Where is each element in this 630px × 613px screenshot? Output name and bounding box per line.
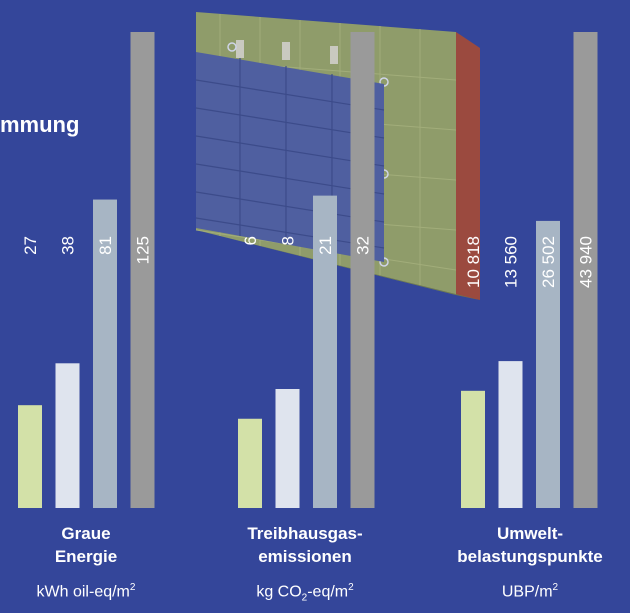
bar-0-3 — [130, 32, 155, 508]
value-label-1-1: 8 — [279, 236, 298, 245]
unit-sup: 2 — [348, 582, 354, 593]
group-unit-umwelt: UBP/m2 — [450, 582, 610, 601]
group-title-line2: Energie — [54, 547, 118, 566]
value-label-2-1: 13 560 — [502, 236, 521, 288]
wall-illustration — [195, 12, 480, 300]
value-labels-layer: 27 38 81 125 6 8 21 32 10 818 13 560 26 502 43 940 — [21, 236, 596, 288]
heading-fragment: mmung — [0, 112, 80, 137]
bar-2-0 — [461, 390, 485, 508]
group-title-line2: emissionen — [258, 547, 352, 566]
bar-0-2 — [93, 199, 117, 508]
bar-1-3 — [350, 32, 375, 508]
value-label-1-2: 21 — [316, 236, 335, 255]
value-label-2-2: 26 502 — [539, 236, 558, 288]
bars-layer — [18, 32, 598, 508]
value-label-0-2: 81 — [96, 236, 115, 255]
value-label-1-0: 6 — [241, 236, 260, 245]
group-title-line1: Graue — [61, 524, 111, 543]
bar-2-1 — [498, 361, 523, 508]
bar-1-0 — [238, 418, 262, 508]
unit-main: kWh oil-eq/m — [36, 583, 130, 601]
group-title-line1: Umwelt- — [496, 524, 564, 543]
value-label-2-3: 43 940 — [577, 236, 596, 288]
group-title-graue-energie: Graue Energie — [10, 522, 162, 568]
group-title-umwelt: Umwelt- belastungspunkte — [432, 522, 628, 568]
bar-1-1 — [275, 389, 300, 508]
unit-main: UBP/m — [501, 583, 553, 601]
group-unit-graue-energie: kWh oil-eq/m2 — [0, 582, 172, 601]
bar-0-1 — [55, 363, 80, 508]
unit-post: -eq/m — [307, 583, 349, 601]
unit-sup: 2 — [129, 582, 136, 593]
value-label-0-0: 27 — [21, 236, 40, 255]
group-title-line1: Treibhausgas- — [247, 524, 363, 543]
unit-sub: 2 — [301, 592, 308, 604]
bar-1-2 — [313, 195, 337, 508]
bar-2-2 — [536, 220, 560, 508]
bar-0-0 — [18, 405, 42, 508]
group-unit-treibhausgas: kg CO2-eq/m2 — [215, 582, 395, 604]
value-label-0-1: 38 — [59, 236, 78, 255]
unit-pre: kg CO — [256, 583, 302, 601]
bar-2-3 — [573, 32, 598, 508]
value-label-0-3: 125 — [134, 236, 153, 264]
group-title-treibhausgas: Treibhausgas- emissionen — [220, 522, 390, 568]
value-label-2-0: 10 818 — [464, 236, 483, 288]
unit-sup: 2 — [552, 582, 559, 593]
value-label-1-3: 32 — [354, 236, 373, 255]
group-title-line2: belastungspunkte — [457, 547, 603, 566]
